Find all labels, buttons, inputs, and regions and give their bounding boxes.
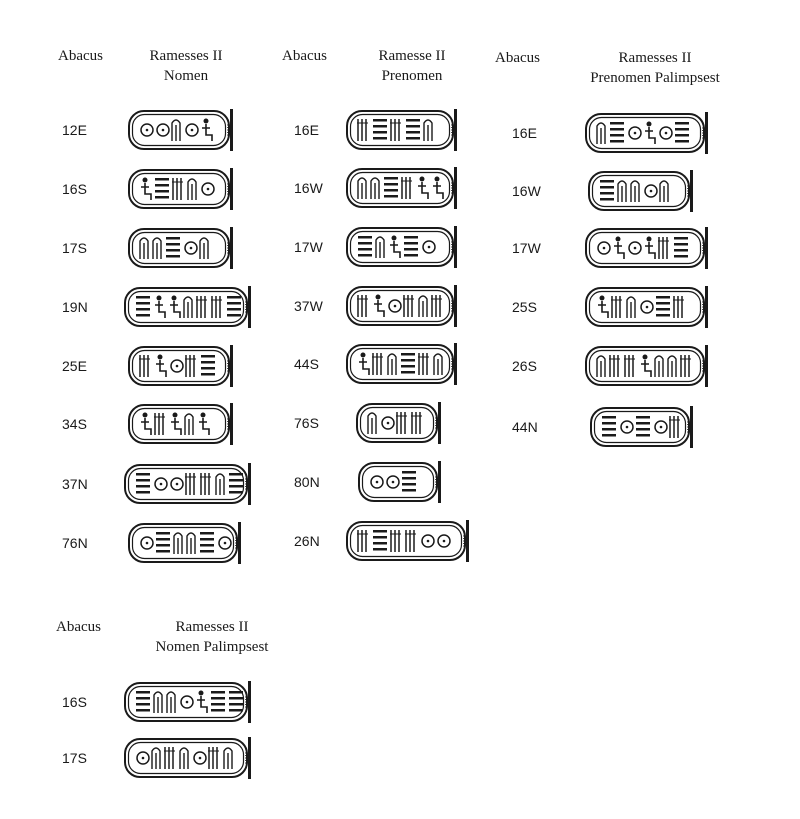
hieroglyph-signs bbox=[602, 416, 680, 438]
hieroglyph-signs bbox=[596, 354, 691, 377]
hieroglyph-signs bbox=[141, 177, 215, 200]
hieroglyph-signs bbox=[600, 180, 669, 202]
abacus-label: 37N bbox=[62, 476, 88, 492]
abacus-label: 17W bbox=[294, 239, 323, 255]
abacus-label: 16S bbox=[62, 181, 87, 197]
hieroglyph-signs bbox=[136, 295, 241, 318]
abacus-label: 16W bbox=[512, 183, 541, 199]
cartouche bbox=[128, 345, 233, 387]
cartouche bbox=[585, 286, 708, 328]
cartouche bbox=[346, 167, 457, 209]
header-line: Prenomen Palimpsest bbox=[590, 70, 720, 86]
cartouche bbox=[346, 343, 457, 385]
abacus-label: 16S bbox=[62, 694, 87, 710]
cartouche-column-header: Ramesses II Nomen Palimpsest bbox=[156, 617, 269, 657]
hieroglyph-signs bbox=[358, 235, 436, 258]
hieroglyph-signs bbox=[136, 747, 233, 769]
cartouche bbox=[128, 227, 233, 269]
abacus-label: 44S bbox=[294, 356, 319, 372]
hieroglyph-signs bbox=[357, 294, 442, 317]
abacus-label: 17S bbox=[62, 750, 87, 766]
cartouche bbox=[124, 286, 251, 328]
abacus-label: 19N bbox=[62, 299, 88, 315]
hieroglyph-signs bbox=[141, 412, 210, 435]
hieroglyph-signs bbox=[367, 412, 422, 434]
cartouche bbox=[346, 285, 457, 327]
abacus-column-header: Abacus bbox=[58, 48, 103, 64]
hieroglyph-signs bbox=[359, 352, 443, 375]
abacus-label: 17S bbox=[62, 240, 87, 256]
cartouche bbox=[128, 522, 241, 564]
header-line: Ramesses II bbox=[175, 619, 249, 635]
abacus-label: 16W bbox=[294, 180, 323, 196]
cartouche bbox=[124, 681, 251, 723]
abacus-label: 37W bbox=[294, 298, 323, 314]
header-line: Ramesse II bbox=[378, 48, 446, 64]
abacus-label: 25S bbox=[512, 299, 537, 315]
cartouche bbox=[128, 403, 233, 445]
abacus-label: 76N bbox=[62, 535, 88, 551]
hieroglyph-signs bbox=[139, 354, 215, 377]
abacus-label: 12E bbox=[62, 122, 87, 138]
cartouche bbox=[585, 345, 708, 387]
abacus-column-header: Abacus bbox=[282, 48, 327, 64]
cartouche bbox=[356, 402, 441, 444]
cartouche bbox=[346, 226, 457, 268]
hieroglyph-signs bbox=[357, 119, 433, 141]
cartouche bbox=[346, 109, 457, 151]
hieroglyph-signs bbox=[140, 532, 232, 554]
abacus-label: 80N bbox=[294, 474, 320, 490]
cartouche bbox=[128, 109, 233, 151]
abacus-label: 25E bbox=[62, 358, 87, 374]
header-line: Nomen bbox=[163, 68, 209, 84]
header-line: Ramesses II bbox=[149, 48, 223, 64]
hieroglyph-signs bbox=[136, 473, 243, 495]
cartouche bbox=[128, 168, 233, 210]
cartouche bbox=[585, 227, 708, 269]
cartouche bbox=[588, 170, 693, 212]
hieroglyph-signs bbox=[357, 530, 451, 552]
cartouche bbox=[124, 737, 251, 779]
abacus-label: 44N bbox=[512, 419, 538, 435]
header-line: Ramesses II bbox=[618, 50, 692, 66]
hieroglyph-signs bbox=[357, 176, 444, 199]
abacus-column-header: Abacus bbox=[495, 50, 540, 66]
cartouche-column-header: Ramesses II Prenomen Palimpsest bbox=[590, 48, 720, 88]
cartouche bbox=[124, 463, 251, 505]
cartouche bbox=[358, 461, 441, 503]
cartouche bbox=[585, 112, 708, 154]
hieroglyph-signs bbox=[140, 118, 213, 141]
cartouche bbox=[590, 406, 693, 448]
hieroglyph-signs bbox=[596, 121, 689, 144]
abacus-label: 17W bbox=[512, 240, 541, 256]
header-line: Nomen Palimpsest bbox=[155, 639, 269, 655]
cartouche-column-header: Ramesses II Nomen bbox=[150, 46, 223, 86]
hieroglyph-signs bbox=[598, 295, 684, 318]
abacus-label: 34S bbox=[62, 416, 87, 432]
hieroglyph-signs bbox=[597, 236, 688, 259]
abacus-label: 76S bbox=[294, 415, 319, 431]
cartouche bbox=[346, 520, 469, 562]
abacus-label: 26S bbox=[512, 358, 537, 374]
abacus-label: 26N bbox=[294, 533, 320, 549]
abacus-column-header: Abacus bbox=[56, 619, 101, 635]
cartouche-column-header: Ramesse II Prenomen bbox=[378, 46, 445, 86]
abacus-label: 16E bbox=[294, 122, 319, 138]
hieroglyph-signs bbox=[370, 471, 416, 492]
abacus-label: 16E bbox=[512, 125, 537, 141]
hieroglyph-signs bbox=[136, 690, 243, 713]
header-line: Prenomen bbox=[381, 68, 443, 84]
hieroglyph-signs bbox=[139, 237, 209, 259]
